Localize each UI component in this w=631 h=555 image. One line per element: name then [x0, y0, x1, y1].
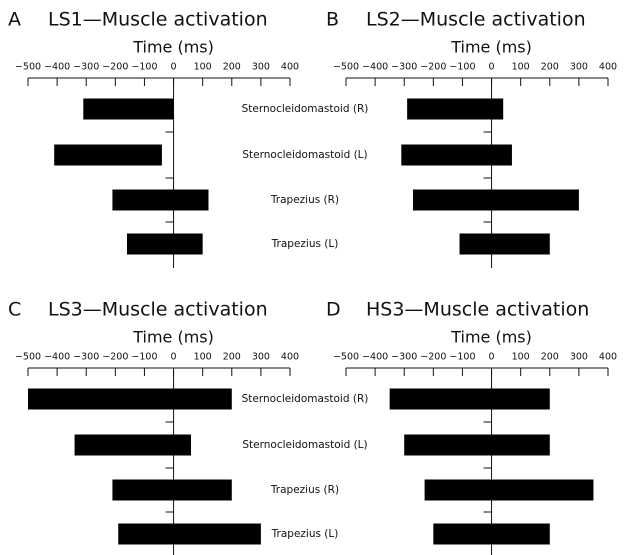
panel-title: LS2—Muscle activation: [366, 9, 586, 31]
x-tick-label: 200: [223, 62, 241, 73]
bar: [112, 189, 209, 211]
panel-title: HS3—Muscle activation: [366, 299, 589, 321]
x-tick-label: −100: [449, 352, 475, 363]
panel-letter: B: [326, 9, 339, 31]
bar: [412, 189, 579, 211]
x-tick-label: 100: [512, 62, 530, 73]
x-tick-label: −300: [391, 352, 417, 363]
category-label: Sternocleidomastoid (L): [242, 439, 367, 451]
x-tick-label: −400: [362, 62, 388, 73]
x-tick-label: 0: [489, 62, 495, 73]
x-tick-label: −300: [391, 62, 417, 73]
x-tick-label: 300: [252, 352, 270, 363]
x-tick-label: −400: [44, 352, 70, 363]
x-tick-label: 0: [489, 352, 495, 363]
x-tick-label: 300: [570, 62, 588, 73]
bar: [83, 98, 174, 120]
category-label: Trapezius (R): [270, 484, 339, 496]
category-label: Sternocleidomastoid (R): [242, 103, 369, 115]
x-tick-label: −100: [449, 62, 475, 73]
panel-letter: D: [326, 299, 341, 321]
panel-letter: A: [8, 9, 21, 31]
category-label: Trapezius (R): [270, 194, 339, 206]
x-tick-label: 400: [599, 62, 617, 73]
x-axis-label: Time (ms): [132, 328, 214, 347]
x-tick-label: 200: [223, 352, 241, 363]
x-tick-label: 0: [171, 352, 177, 363]
x-tick-label: −200: [102, 62, 128, 73]
x-tick-label: 200: [541, 62, 559, 73]
bar: [126, 233, 203, 255]
bar: [118, 523, 261, 545]
bar: [459, 233, 550, 255]
category-label: Trapezius (L): [271, 238, 339, 250]
bar: [424, 479, 594, 501]
x-axis-label: Time (ms): [450, 38, 532, 57]
x-tick-label: 200: [541, 352, 559, 363]
bar: [112, 479, 232, 501]
x-tick-label: −300: [73, 352, 99, 363]
x-tick-label: −500: [333, 62, 359, 73]
bar: [404, 434, 550, 456]
x-tick-label: 300: [252, 62, 270, 73]
x-tick-label: −300: [73, 62, 99, 73]
bar: [28, 388, 232, 410]
x-tick-label: −500: [15, 352, 41, 363]
x-tick-label: −100: [131, 352, 157, 363]
panel-title: LS3—Muscle activation: [48, 299, 268, 321]
panel-title: LS1—Muscle activation: [48, 9, 268, 31]
category-label: Sternocleidomastoid (L): [242, 149, 367, 161]
bar: [74, 434, 192, 456]
x-tick-label: 400: [281, 62, 299, 73]
x-tick-label: −400: [362, 352, 388, 363]
bar: [389, 388, 550, 410]
x-tick-label: 300: [570, 352, 588, 363]
x-tick-label: 100: [194, 352, 212, 363]
x-tick-label: −400: [44, 62, 70, 73]
x-tick-label: 0: [171, 62, 177, 73]
bar: [401, 144, 512, 166]
bar: [433, 523, 550, 545]
x-tick-label: −200: [420, 352, 446, 363]
x-axis-label: Time (ms): [450, 328, 532, 347]
x-tick-label: 400: [599, 352, 617, 363]
panel-letter: C: [8, 299, 21, 321]
x-tick-label: −100: [131, 62, 157, 73]
x-tick-label: 100: [194, 62, 212, 73]
x-tick-label: −500: [15, 62, 41, 73]
x-tick-label: −200: [420, 62, 446, 73]
x-tick-label: 400: [281, 352, 299, 363]
category-label: Trapezius (L): [271, 528, 339, 540]
x-tick-label: −500: [333, 352, 359, 363]
x-tick-label: −200: [102, 352, 128, 363]
x-axis-label: Time (ms): [132, 38, 214, 57]
category-label: Sternocleidomastoid (R): [242, 393, 369, 405]
bar: [407, 98, 504, 120]
bar: [54, 144, 162, 166]
x-tick-label: 100: [512, 352, 530, 363]
